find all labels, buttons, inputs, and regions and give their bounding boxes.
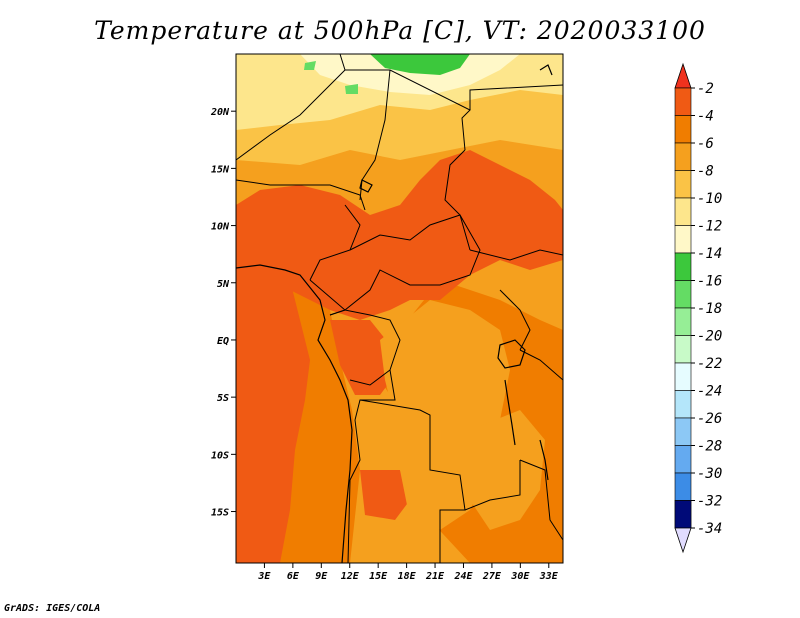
lon-tick-label: 33E [539,571,559,582]
colorbar-band [674,307,692,336]
colorbar-band [674,115,692,144]
coastline [236,64,553,563]
border-mozambique [519,459,563,541]
lon-tick-label: 15E [369,571,388,582]
red-sea-coast [539,64,553,76]
border-angola [347,419,361,563]
colorbar-label: -6 [697,136,714,152]
lat-tick-label: 5S [217,393,229,404]
lake-tanganyika [504,379,516,446]
colorbar-bottom-arrow [674,527,692,554]
lon-tick-label: 18E [398,571,417,582]
border-egypt [469,84,563,110]
colorbar-label: -26 [697,411,722,427]
colorbar-label: -14 [697,246,722,262]
border-nigeria-north [236,179,366,211]
colorbar-band [674,472,692,501]
country-borders [236,54,563,563]
west-africa-coast [236,264,353,563]
colorbar-label: -30 [697,466,722,482]
colorbar-label: -32 [697,494,722,510]
lon-tick-label: 24E [453,571,473,582]
border-car [344,214,481,311]
lon-tick-label: 21E [425,571,445,582]
border-angola-east [359,399,466,563]
lake-chad [359,179,373,193]
colorbar-label: -28 [697,439,722,455]
field-warm-m2-north [236,150,563,320]
colorbar: -2 -4 -6 -8 -10 -12 -14 -16 -18 -20 -22 -24 -26 -28 -3… [674,62,722,554]
colorbar-top-arrow [674,62,692,89]
colorbar-band-last [674,500,692,529]
colorbar-label: -24 [697,384,722,400]
colorbar-band [674,335,692,364]
lake-malawi [539,439,549,481]
colorbar-label: -20 [697,329,722,345]
colorbar-label: -22 [697,356,722,372]
colorbar-band [674,280,692,309]
colorbar-label: -16 [697,274,722,290]
map-title: Temperature at 500hPa [C], VT: 202003310… [94,16,706,45]
lon-tick-label: 30E [510,571,530,582]
border-tanzania [519,349,563,381]
lake-victoria [497,339,526,369]
border-uganda [499,289,531,351]
colorbar-label: -4 [697,109,714,125]
border-sudan-east [469,249,563,261]
lon-tick-label: 9E [315,571,328,582]
colorbar-band [674,225,692,254]
colorbar-band [674,362,692,391]
map-frame [235,53,564,564]
colorbar-label: -2 [697,81,714,97]
colorbar-label: -10 [697,191,722,207]
border-drc-west [354,369,396,421]
grads-credit: GrADS: IGES/COLA [4,603,101,614]
lat-tick-label: 20N [210,107,230,118]
colorbar-band [674,170,692,199]
border-niger-chad [359,69,391,201]
colorbar-band [674,142,692,171]
colorbar-band [674,252,692,281]
lat-tick-label: 10S [211,450,229,461]
border-congo [329,309,401,386]
field-green-dot-2 [345,84,358,94]
field-warm-m2-south [360,470,410,520]
field-warm-m2-congo [330,320,395,395]
colorbar-label: -12 [697,219,722,235]
colorbar-band [674,87,692,116]
colorbar-band [674,445,692,474]
lat-tick-label: 5N [217,279,230,290]
border-libya-chad [339,54,471,151]
longitude-ticks: 3E 6E 9E 12E 15E 18E 21E 24E 27E 30E 33E [257,563,559,582]
lat-tick-label: 15N [211,164,230,175]
colorbar-label: -34 [697,521,722,537]
colorbar-band [674,417,692,446]
colorbar-band [674,197,692,226]
field-green-patch [370,54,470,75]
colorbar-band [674,390,692,419]
lon-tick-label: 27E [482,571,502,582]
border-algeria-niger [236,69,346,161]
lon-tick-label: 3E [257,571,271,582]
lat-tick-label: 10N [211,222,230,233]
field-green-dot-1 [304,61,316,70]
lon-tick-label: 6E [287,571,300,582]
border-chad-sudan [444,149,471,251]
latitude-ticks: 20N 15N 10N 5N EQ 5S 10S 15S [210,107,236,519]
colorbar-label: -8 [697,164,714,180]
border-zambia [464,460,521,511]
lon-tick-label: 12E [341,571,360,582]
lat-tick-label: EQ [217,336,229,347]
colorbar-label: -18 [697,301,722,317]
field-warm-m2-west [236,265,310,563]
lat-tick-label: 15S [211,508,229,519]
temperature-field [236,54,563,563]
